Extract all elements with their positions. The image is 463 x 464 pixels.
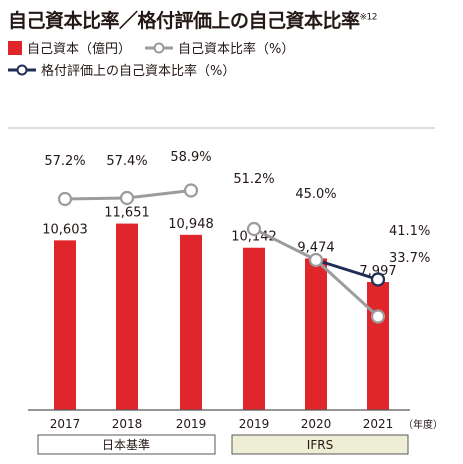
x-tick-label-3: 2019 [239,417,270,431]
x-axis-unit-label: （年度） [403,418,443,431]
x-tick-label-5: 2021 [363,417,394,431]
bar-value-label-2: 10,948 [168,217,214,232]
legend-bar-label: 自己資本（億円） [27,42,132,57]
legend-item-line-navy: 格付評価上の自己資本比率（%） [8,60,235,79]
legend-line-gray-label: 自己資本比率（%） [178,42,295,57]
x-tick-label-2: 2019 [176,417,207,431]
bar-1 [116,223,138,410]
legend-bar-swatch [8,40,22,55]
bar-value-label-1: 11,651 [104,206,150,221]
rating-ratio-point-5 [370,272,386,287]
bar-0 [54,240,76,410]
jgaap-group-box [37,434,216,455]
bar-2 [180,234,202,410]
legend-item-line-gray: 自己資本比率（%） [145,38,294,57]
ratio-point-1 [119,190,135,206]
ratio-value-label-1: 57.4% [106,154,147,169]
ratio-value-label-5: 33.7% [389,251,430,266]
bar-3 [243,247,265,410]
legend-line-gray-swatch [145,42,174,53]
ifrs-group-label: IFRS [307,438,333,452]
legend-line-navy-swatch [8,64,36,75]
ratio-value-label-2: 58.9% [170,150,211,165]
bar-value-label-0: 10,603 [42,222,88,237]
legend-row-2: 格付評価上の自己資本比率（%） [8,60,249,79]
ifrs-group-box [231,434,409,455]
x-tick-label-4: 2020 [301,417,332,431]
ratio-value-label-0: 57.2% [44,154,85,169]
bar-5 [367,282,389,410]
ratio-point-4 [308,252,324,268]
ratio-point-0 [57,191,73,207]
x-tick-label-0: 2017 [50,417,81,431]
title-footnote-mark: ※12 [359,12,378,23]
rating-ratio-line [315,258,379,281]
ratio-point-3 [246,221,262,237]
jgaap-group-label: 日本基準 [102,437,150,452]
bar-4 [305,258,327,410]
legend-line-navy-label: 格付評価上の自己資本比率（%） [41,64,236,79]
x-tick-label-1: 2018 [112,417,143,431]
ratio-value-label-4: 45.0% [295,187,336,202]
ratio-point-2 [183,183,199,198]
ratio-value-label-3: 51.2% [233,172,274,187]
chart-title: 自己資本比率／格付評価上の自己資本比率※12 [8,6,378,33]
ratio-point-5 [370,309,386,324]
bar-value-label-4: 9,474 [297,240,334,255]
legend-row-1: 自己資本（億円） 自己資本比率（%） [8,38,308,57]
rating-ratio-value-label-5: 41.1% [389,224,430,239]
legend-item-bar: 自己資本（億円） [8,38,131,57]
chart-title-text: 自己資本比率／格付評価上の自己資本比率 [8,10,360,32]
